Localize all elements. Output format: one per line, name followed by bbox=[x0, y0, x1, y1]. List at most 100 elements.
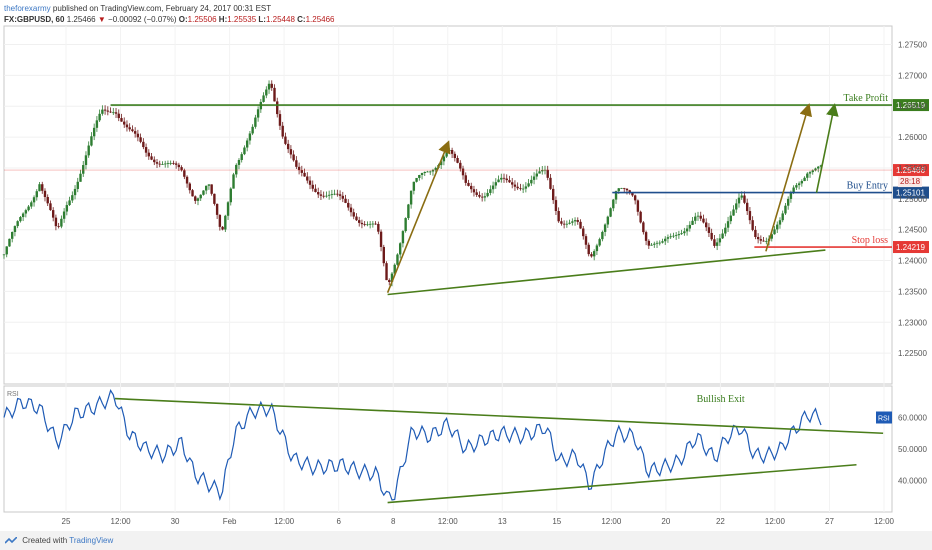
candle-body bbox=[732, 209, 735, 216]
candle-body bbox=[505, 178, 508, 181]
candle-body bbox=[456, 158, 459, 163]
candle-body bbox=[101, 109, 104, 114]
candle-body bbox=[467, 182, 470, 186]
chart-canvas[interactable]: Take Profit 1.26519 Buy Entry 1.25101 Stop l… bbox=[0, 0, 932, 530]
low-label: L: bbox=[258, 15, 266, 24]
published-text: published on TradingView.com, February 2… bbox=[52, 4, 272, 13]
candle-body bbox=[237, 159, 241, 165]
candle-body bbox=[284, 136, 287, 144]
candle-body bbox=[784, 205, 787, 214]
price-tick-label: 1.27000 bbox=[898, 71, 927, 80]
candle-body bbox=[500, 177, 503, 180]
rsi-current-badge bbox=[876, 411, 892, 424]
candle-body bbox=[76, 181, 79, 189]
candle-body bbox=[19, 217, 22, 222]
tradingview-brand[interactable]: TradingView bbox=[69, 536, 114, 545]
candle-body bbox=[554, 200, 558, 211]
candle-body bbox=[24, 210, 28, 214]
candle-body bbox=[669, 236, 672, 238]
candle-body bbox=[286, 143, 290, 150]
candle-body bbox=[535, 173, 538, 177]
candle-body bbox=[368, 223, 372, 225]
time-tick-label: 15 bbox=[552, 517, 561, 526]
candle-body bbox=[696, 215, 700, 217]
candle-body bbox=[109, 111, 112, 113]
candle-body bbox=[390, 273, 394, 282]
candle-body bbox=[355, 216, 358, 221]
projection-arrow bbox=[765, 103, 812, 252]
candle-body bbox=[412, 181, 416, 191]
candle-body bbox=[49, 203, 52, 211]
price-change: −0.00092 (−0.07%) bbox=[108, 15, 177, 24]
candle-body bbox=[797, 183, 801, 186]
candle-body bbox=[702, 218, 705, 223]
candle-body bbox=[625, 188, 629, 191]
candle-body bbox=[327, 194, 331, 196]
candle-body bbox=[191, 190, 194, 197]
candle-body bbox=[650, 244, 653, 246]
candle-body bbox=[439, 161, 443, 166]
candle-body bbox=[262, 95, 265, 102]
rsi-tick-label: 60.0000 bbox=[898, 414, 927, 423]
candle-body bbox=[352, 212, 355, 217]
current-price-badge bbox=[893, 164, 929, 177]
candle-body bbox=[800, 181, 804, 184]
countdown-value: 28:18 bbox=[900, 177, 921, 186]
candle-body bbox=[317, 192, 320, 195]
candle-body bbox=[153, 159, 156, 163]
candle-body bbox=[748, 211, 752, 221]
candle-body bbox=[41, 184, 44, 191]
candle-body bbox=[114, 112, 118, 114]
candle-body bbox=[276, 101, 279, 115]
candle-body bbox=[674, 235, 678, 236]
candle-body bbox=[256, 109, 260, 118]
candle-body bbox=[595, 245, 599, 252]
candle-body bbox=[814, 168, 817, 171]
candle-body bbox=[385, 263, 388, 281]
candle-body bbox=[188, 183, 191, 191]
candle-body bbox=[511, 182, 514, 185]
candle-body bbox=[347, 202, 350, 208]
candle-body bbox=[530, 179, 533, 184]
candle-body bbox=[265, 89, 268, 96]
high-label: H: bbox=[218, 15, 228, 24]
candle-body bbox=[789, 192, 793, 199]
candle-body bbox=[557, 210, 560, 222]
candle-body bbox=[494, 182, 498, 186]
support-trendline bbox=[387, 249, 826, 296]
candle-body bbox=[516, 186, 519, 189]
candle-body bbox=[196, 198, 200, 201]
time-tick-label: 12:00 bbox=[274, 517, 295, 526]
candle-body bbox=[161, 164, 164, 165]
candle-body bbox=[147, 152, 151, 157]
candle-body bbox=[398, 243, 402, 255]
candle-body bbox=[51, 210, 55, 218]
candle-body bbox=[647, 240, 651, 246]
candle-body bbox=[636, 200, 640, 212]
candle-body bbox=[404, 218, 407, 232]
change-arrow-icon: ▼ bbox=[97, 15, 106, 24]
candle-body bbox=[306, 176, 309, 181]
publisher-name[interactable]: theforexarmy bbox=[4, 4, 51, 13]
tradingview-logo-icon bbox=[5, 536, 17, 544]
candle-body bbox=[811, 170, 814, 173]
candle-body bbox=[13, 226, 17, 232]
candle-body bbox=[653, 243, 656, 245]
candle-body bbox=[628, 190, 631, 193]
candle-body bbox=[781, 213, 784, 221]
candle-body bbox=[8, 238, 11, 247]
candle-body bbox=[243, 147, 246, 155]
candle-body bbox=[623, 187, 626, 189]
candle-body bbox=[745, 202, 749, 212]
candle-body bbox=[185, 176, 189, 184]
candle-body bbox=[213, 193, 216, 204]
last-price: 1.25466 bbox=[66, 15, 96, 24]
candle-body bbox=[592, 251, 596, 257]
candle-body bbox=[248, 133, 252, 141]
candle-body bbox=[169, 162, 172, 164]
candle-body bbox=[565, 223, 569, 225]
candle-body bbox=[226, 202, 230, 216]
candle-body bbox=[43, 190, 47, 198]
candle-body bbox=[158, 163, 161, 165]
candle-body bbox=[180, 167, 183, 171]
